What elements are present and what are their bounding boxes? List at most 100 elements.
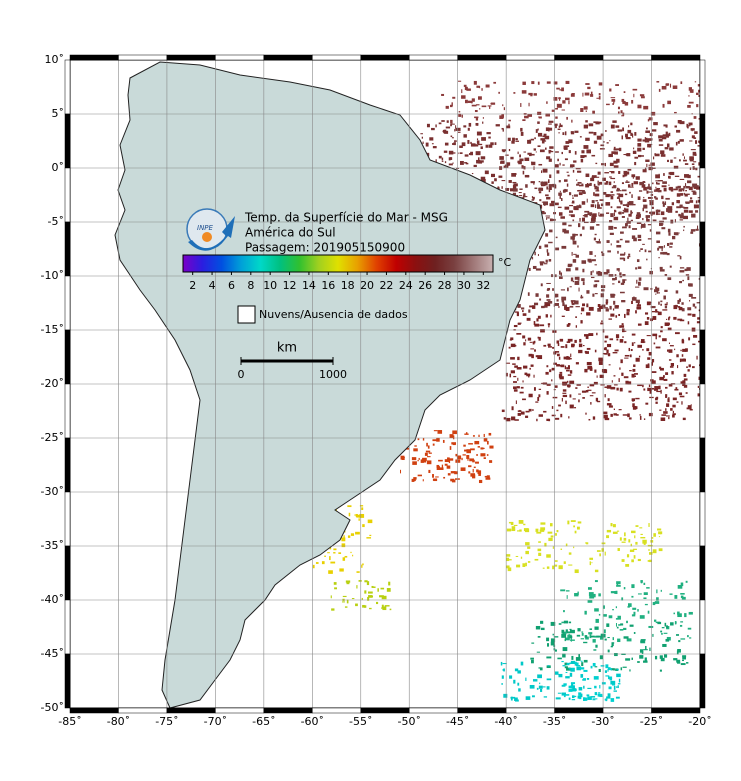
- sst-pixel: [691, 190, 696, 192]
- sst-pixel: [591, 200, 595, 204]
- sst-pixel: [629, 549, 635, 552]
- sst-pixel: [653, 533, 656, 537]
- sst-pixel: [562, 653, 566, 658]
- sst-pixel: [662, 643, 667, 647]
- sst-pixel: [568, 416, 570, 419]
- y-tick-label: 5˚: [52, 107, 65, 120]
- sst-pixel: [581, 662, 584, 667]
- sst-pixel: [482, 447, 485, 449]
- sst-pixel: [627, 217, 629, 221]
- sst-pixel: [539, 682, 541, 685]
- sst-pixel: [667, 100, 672, 105]
- sst-pixel: [683, 206, 689, 209]
- sst-pixel: [577, 245, 579, 248]
- sst-pixel: [597, 204, 600, 209]
- sst-pixel: [619, 326, 621, 328]
- x-tick-label: -50˚: [397, 715, 420, 728]
- sst-pixel: [639, 414, 642, 416]
- sst-pixel: [432, 443, 435, 446]
- sst-pixel: [569, 394, 572, 398]
- sst-pixel: [536, 418, 538, 422]
- sst-pixel: [520, 556, 523, 559]
- sst-pixel: [660, 589, 662, 592]
- sst-pixel: [569, 635, 573, 639]
- sst-pixel: [578, 287, 580, 292]
- sst-pixel: [589, 363, 591, 366]
- sst-pixel: [520, 103, 522, 107]
- sst-pixel: [531, 161, 536, 166]
- sst-pixel: [569, 358, 572, 360]
- sst-pixel: [488, 144, 493, 148]
- sst-pixel: [454, 128, 456, 132]
- sst-pixel: [648, 523, 650, 527]
- sst-pixel: [647, 143, 651, 148]
- frame-bar: [64, 59, 71, 115]
- sst-pixel: [654, 388, 659, 391]
- sst-pixel: [607, 676, 613, 680]
- sst-pixel: [525, 550, 529, 555]
- sst-pixel: [635, 357, 640, 362]
- sst-pixel: [607, 693, 611, 697]
- sst-pixel: [359, 505, 364, 507]
- sst-pixel: [514, 311, 519, 313]
- sst-pixel: [537, 121, 540, 124]
- sst-pixel: [598, 613, 601, 616]
- sst-pixel: [655, 397, 658, 401]
- sst-pixel: [648, 183, 650, 187]
- sst-pixel: [575, 657, 581, 661]
- sst-pixel: [580, 155, 585, 159]
- sst-pixel: [529, 305, 533, 308]
- sst-pixel: [573, 160, 577, 163]
- sst-pixel: [674, 219, 676, 223]
- sst-pixel: [446, 465, 451, 469]
- sst-pixel: [655, 335, 657, 340]
- sst-pixel: [369, 534, 372, 537]
- sst-pixel: [657, 247, 660, 251]
- sst-pixel: [401, 456, 405, 459]
- sst-pixel: [369, 607, 372, 610]
- sst-pixel: [629, 669, 631, 672]
- sst-pixel: [616, 338, 619, 341]
- colorbar-tick-label: 24: [399, 279, 413, 292]
- sst-pixel: [451, 102, 453, 106]
- sst-pixel: [579, 136, 582, 138]
- sst-pixel: [568, 685, 573, 689]
- sst-pixel: [520, 661, 524, 666]
- sst-pixel: [546, 637, 550, 642]
- sst-pixel: [564, 131, 567, 136]
- sst-pixel: [506, 125, 511, 129]
- sst-pixel: [611, 643, 614, 647]
- frame-bar: [166, 707, 216, 714]
- sst-pixel: [632, 88, 638, 91]
- sst-pixel: [489, 460, 493, 463]
- sst-pixel: [482, 178, 486, 183]
- sst-pixel: [608, 686, 612, 690]
- sst-pixel: [640, 639, 646, 641]
- sst-pixel: [454, 140, 457, 142]
- frame-bar: [312, 707, 362, 714]
- sst-pixel: [652, 219, 657, 222]
- sst-pixel: [417, 474, 422, 477]
- sst-pixel: [560, 589, 566, 592]
- sst-pixel: [577, 591, 579, 595]
- sst-pixel: [521, 307, 525, 310]
- sst-pixel: [602, 352, 605, 355]
- sst-pixel: [350, 551, 352, 554]
- sst-pixel: [564, 637, 570, 641]
- sst-pixel: [412, 461, 417, 465]
- sst-pixel: [600, 133, 604, 137]
- sst-pixel: [680, 81, 683, 85]
- sst-pixel: [558, 97, 561, 100]
- sst-pixel: [593, 140, 598, 144]
- sst-pixel: [661, 632, 663, 635]
- sst-pixel: [594, 685, 597, 689]
- sst-pixel: [570, 277, 574, 282]
- sst-pixel: [617, 190, 622, 192]
- sst-pixel: [567, 365, 570, 370]
- sst-pixel: [510, 337, 514, 341]
- sst-pixel: [457, 80, 462, 82]
- frame-bar: [699, 113, 706, 169]
- sst-pixel: [559, 162, 561, 166]
- sst-pixel: [523, 365, 528, 369]
- sst-pixel: [588, 333, 594, 336]
